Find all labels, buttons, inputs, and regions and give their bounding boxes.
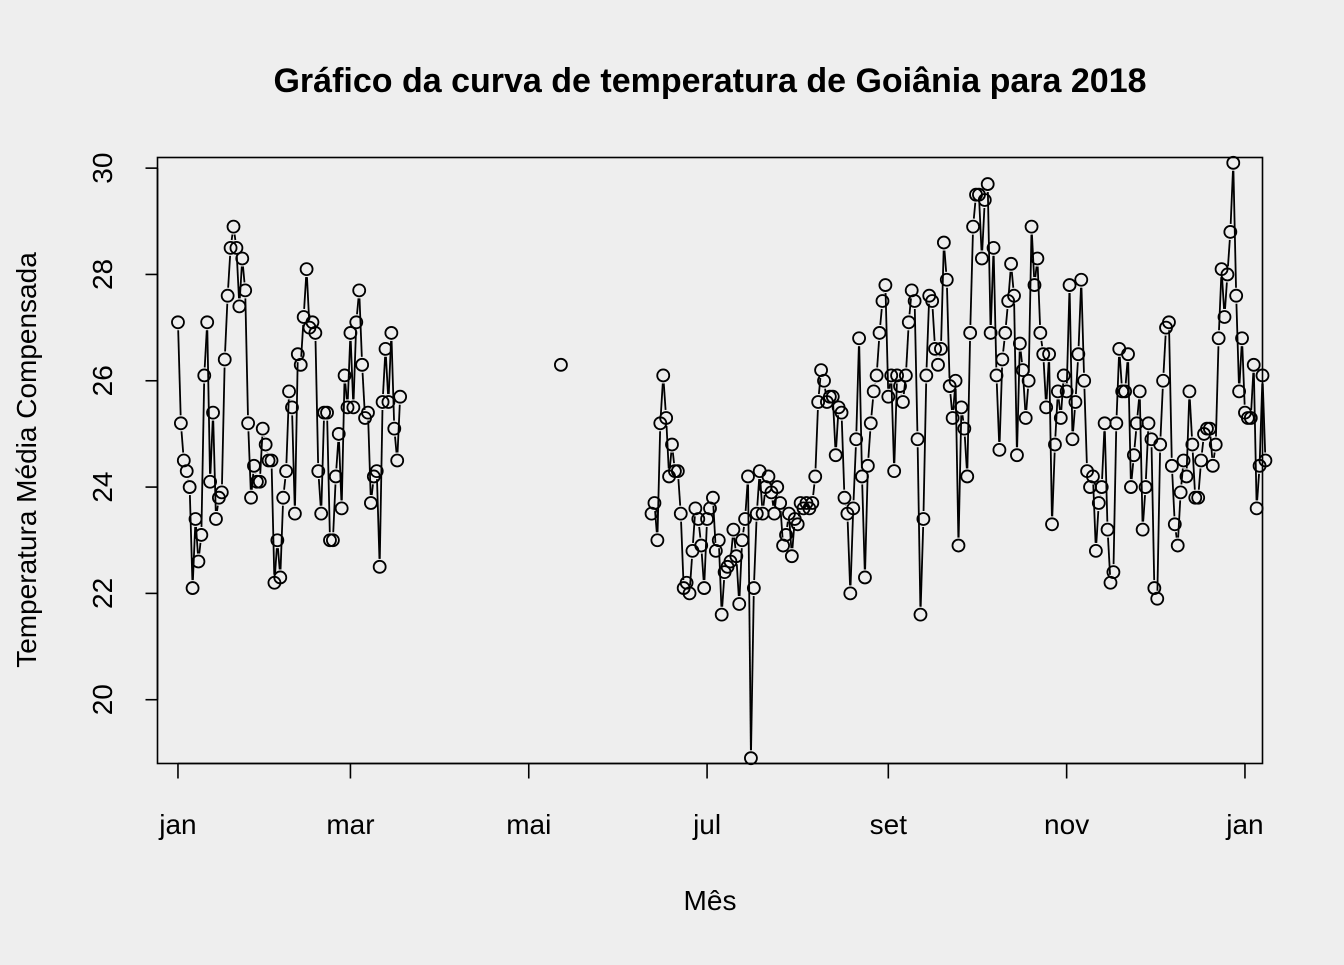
- series-segment: [1041, 341, 1042, 346]
- series-segment: [699, 527, 700, 538]
- x-tick-label: set: [870, 809, 908, 840]
- x-axis-label: Mês: [684, 885, 737, 916]
- series-segment: [673, 453, 674, 464]
- series-segment: [763, 495, 764, 506]
- x-tick-label: jan: [158, 809, 196, 840]
- x-tick-label: jul: [692, 809, 721, 840]
- y-axis-label: Temperatura Média Compensada: [11, 252, 42, 668]
- series-segment: [889, 383, 890, 388]
- x-tick-label: mar: [326, 809, 374, 840]
- y-tick-label: 30: [87, 153, 118, 184]
- series-segment: [1059, 399, 1060, 410]
- series-segment: [743, 527, 744, 532]
- y-tick-label: 28: [87, 259, 118, 290]
- series-segment: [372, 484, 373, 495]
- x-tick-label: jan: [1225, 809, 1263, 840]
- chart-title: Gráfico da curva de temperatura de Goiân…: [273, 62, 1146, 100]
- series-segment: [1202, 442, 1203, 453]
- series-segment: [1003, 341, 1004, 352]
- y-tick-label: 26: [87, 365, 118, 396]
- series-segment: [1021, 352, 1022, 363]
- series-segment: [217, 506, 218, 511]
- series-segment: [1035, 266, 1036, 277]
- series-segment: [772, 500, 773, 505]
- series-segment: [962, 415, 963, 420]
- series-segment: [813, 484, 814, 495]
- series-segment: [787, 522, 788, 527]
- y-tick-label: 20: [87, 684, 118, 715]
- series-segment: [199, 543, 200, 554]
- series-segment: [232, 235, 233, 240]
- series-segment: [734, 538, 735, 549]
- x-tick-label: mai: [506, 809, 551, 840]
- x-tick-label: nov: [1044, 809, 1089, 840]
- series-segment: [1214, 452, 1215, 457]
- y-tick-label: 24: [87, 472, 118, 503]
- series-segment: [284, 479, 285, 490]
- y-tick-label: 22: [87, 578, 118, 609]
- series-segment: [235, 235, 236, 240]
- series-segment: [1176, 532, 1177, 537]
